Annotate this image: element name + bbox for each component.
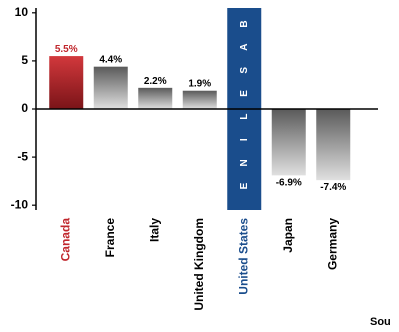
y-tick-label: -5 — [17, 149, 28, 163]
data-label: 4.4% — [99, 55, 122, 66]
data-label: -7.4% — [320, 182, 346, 193]
baseline-letter: A — [239, 44, 250, 51]
bar — [93, 66, 128, 109]
y-tick-label: -10 — [11, 197, 29, 211]
baseline-letter: L — [239, 114, 250, 120]
bar — [138, 87, 173, 109]
baseline-letter: E — [239, 90, 250, 97]
source-note: Sou — [370, 316, 391, 328]
bar — [49, 56, 84, 109]
bar — [316, 109, 351, 181]
x-tick-label: Italy — [147, 218, 161, 242]
y-tick-label: 0 — [21, 101, 28, 115]
baseline-letter: E — [239, 182, 250, 189]
x-tick-label: Germany — [325, 218, 339, 270]
x-tick-label: Canada — [58, 218, 72, 262]
baseline-letter: S — [239, 67, 250, 74]
baseline-letter: N — [239, 159, 250, 166]
data-label: 5.5% — [55, 44, 78, 55]
y-tick-label: 5 — [21, 53, 28, 67]
bar — [271, 109, 306, 176]
baseline-letter: B — [239, 20, 250, 27]
data-label: 1.9% — [188, 79, 211, 90]
x-tick-label: United Kingdom — [192, 218, 206, 311]
data-label: 2.2% — [144, 76, 167, 87]
x-tick-label: United States — [236, 218, 250, 295]
y-tick-label: 10 — [15, 5, 29, 19]
baseline-letter: I — [239, 138, 250, 141]
x-tick-label: Japan — [281, 218, 295, 253]
data-label: -6.9% — [276, 177, 302, 188]
x-tick-label: France — [103, 218, 117, 258]
bar — [182, 90, 217, 109]
